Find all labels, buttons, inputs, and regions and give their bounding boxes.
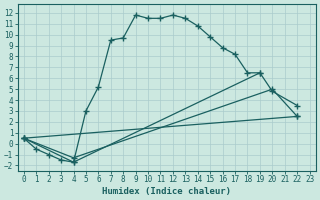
- X-axis label: Humidex (Indice chaleur): Humidex (Indice chaleur): [102, 187, 231, 196]
